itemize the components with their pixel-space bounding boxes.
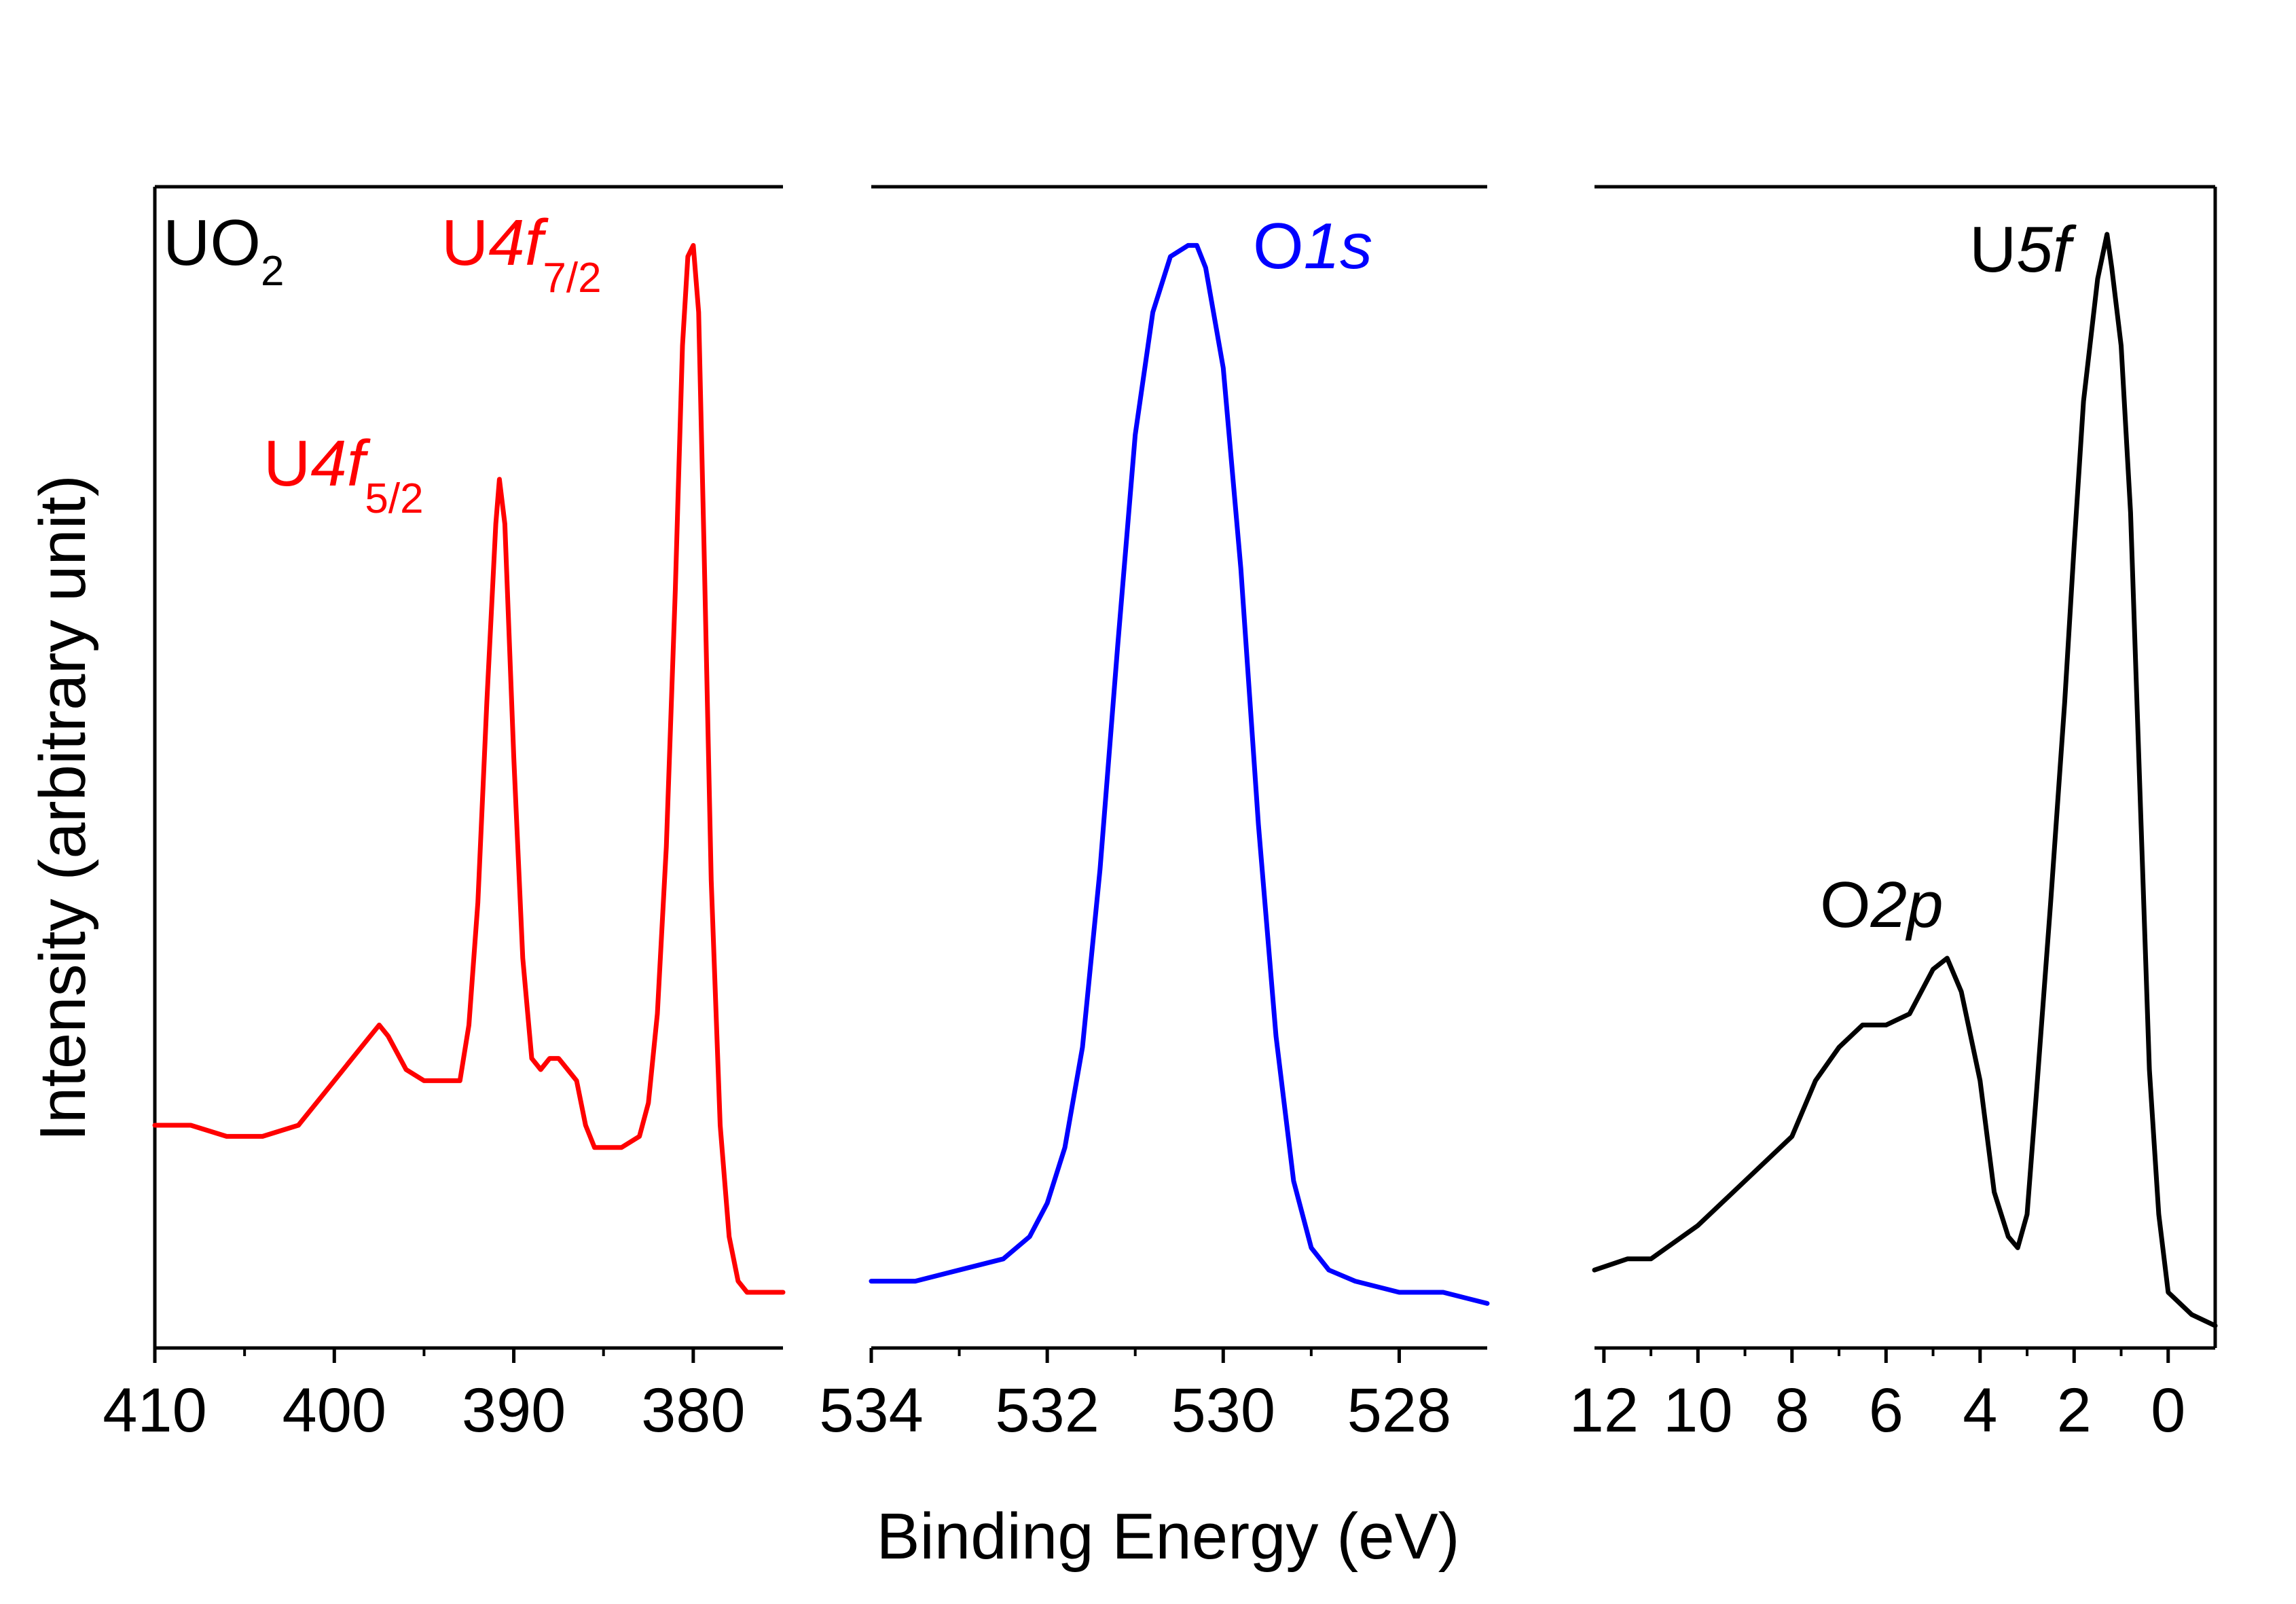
label-uo2-text: UO [163,206,261,279]
label-u4f72-italic: 4f [488,206,548,279]
label-u4f52-sub: 5/2 [365,475,423,522]
x-tick-label: 4 [1963,1376,1997,1445]
x-tick-label: 380 [641,1376,746,1445]
x-tick-label: 390 [462,1376,566,1445]
label-u4f52-text: U [263,427,310,500]
x-tick-label: 2 [2057,1376,2092,1445]
series-line-o1s [869,242,1490,1306]
x-tick-label: 410 [103,1376,207,1445]
x-tick-label: 528 [1347,1376,1452,1445]
label-uo2-sub: 2 [261,248,284,295]
label-u4f52: U4f5/2 [263,427,424,522]
label-o2p: O2p [1820,869,1943,941]
x-tick-label: 6 [1869,1376,1903,1445]
label-o1s: O1s [1253,210,1372,282]
x-tick-label: 530 [1171,1376,1276,1445]
label-u4f52-italic: 4f [310,427,370,500]
label-u5f-text: U [1969,213,2016,286]
x-tick-label: 400 [283,1376,387,1445]
label-u4f72: U4f7/2 [441,206,602,302]
label-o1s-text: O [1253,210,1304,282]
x-tick-label: 12 [1569,1376,1639,1445]
panel-u4f: 410 400 390 380 [103,185,786,1445]
label-u5f: U5f [1969,213,2077,286]
panel-valence: 12 10 8 6 4 2 0 [1569,185,2218,1445]
x-tick-label: 0 [2151,1376,2185,1445]
label-u4f72-sub: 7/2 [543,255,601,302]
x-tick-label: 532 [995,1376,1099,1445]
label-u4f72-text: U [441,206,488,279]
x-tick-label: 10 [1663,1376,1732,1445]
x-axis-title: Binding Energy (eV) [876,1500,1459,1573]
series-line-u4f [152,242,786,1295]
label-uo2: UO2 [163,206,284,295]
label-o2p-text: O [1820,869,1871,941]
series-line-valence [1592,232,2218,1328]
label-o1s-italic: 1s [1304,210,1372,282]
label-o2p-italic: 2p [1870,869,1944,941]
x-tick-label: 534 [819,1376,924,1445]
y-axis-title: Intensity (arbitrary unit) [26,475,99,1142]
label-u5f-italic: 5f [2016,213,2076,286]
panel-o1s: 534 532 530 528 [819,185,1490,1445]
x-tick-label: 8 [1774,1376,1809,1445]
